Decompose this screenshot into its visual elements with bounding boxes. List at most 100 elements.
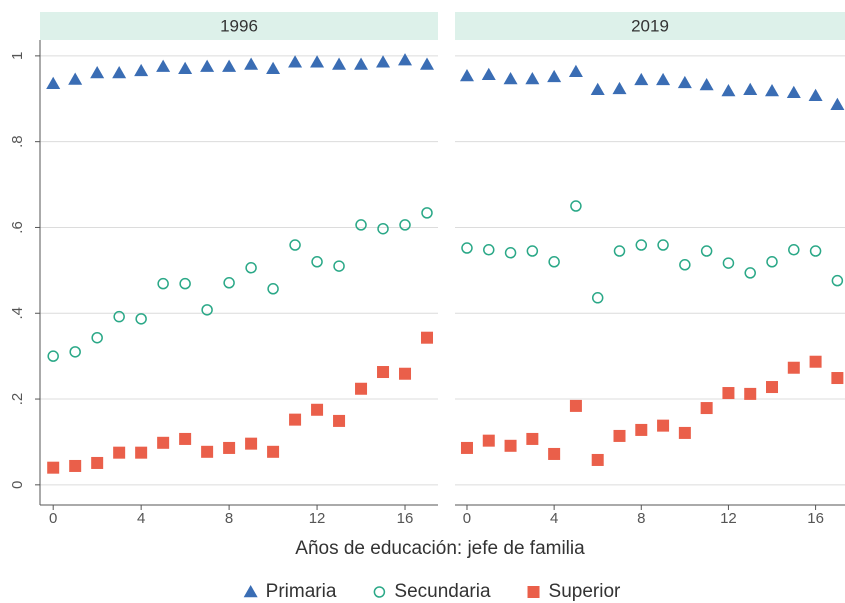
point (612, 81, 627, 95)
x-tick-label: 16 (397, 510, 414, 527)
point (656, 72, 671, 86)
point (765, 84, 780, 97)
point (744, 387, 757, 400)
legend-symbol (527, 586, 540, 598)
y-tick-label: .8 (9, 135, 26, 148)
point (635, 239, 648, 251)
point (201, 304, 213, 316)
point (47, 461, 60, 474)
point (113, 446, 126, 459)
point (355, 382, 368, 395)
point (289, 413, 302, 426)
strip (455, 12, 845, 40)
point (613, 429, 626, 442)
point (135, 446, 148, 459)
point (591, 292, 604, 304)
x-axis-label: Años de educación: jefe de familia (295, 538, 585, 559)
point (311, 256, 323, 268)
y-tick-label: .4 (9, 307, 26, 320)
point (113, 310, 125, 323)
point (223, 277, 235, 289)
point (613, 245, 626, 257)
point (245, 437, 258, 450)
point (355, 219, 367, 231)
y-tick-label: .6 (9, 221, 26, 234)
point (461, 242, 473, 254)
point (421, 331, 434, 344)
y-tick-label: 0 (9, 481, 26, 489)
point (399, 367, 412, 380)
point (766, 256, 778, 268)
point (310, 55, 325, 68)
x-tick-label: 8 (637, 510, 645, 527)
point (483, 244, 495, 256)
legend-symbol (373, 586, 386, 598)
point (830, 97, 845, 111)
point (570, 200, 582, 212)
point (786, 85, 801, 99)
point (223, 441, 236, 454)
point (134, 63, 149, 77)
point (657, 239, 669, 251)
point (69, 346, 81, 358)
x-tick-label: 12 (720, 510, 737, 527)
legend-label: Secundaria (394, 581, 491, 602)
point (569, 399, 582, 412)
point (90, 66, 105, 79)
point (47, 350, 59, 362)
point (460, 441, 473, 454)
legend-label: Primaria (266, 581, 337, 602)
point (332, 57, 347, 70)
point (377, 366, 390, 379)
point (222, 59, 237, 72)
point (808, 88, 823, 102)
point (421, 207, 433, 219)
point (157, 277, 169, 290)
point (179, 277, 191, 290)
point (809, 245, 822, 257)
point (482, 434, 495, 447)
strip (40, 12, 438, 40)
x-tick-label: 16 (807, 510, 824, 527)
point (398, 53, 413, 66)
point (354, 57, 369, 70)
point (69, 459, 82, 472)
point (526, 245, 539, 257)
point (289, 239, 301, 251)
point (590, 82, 605, 96)
y-tick-label: .2 (9, 393, 26, 406)
panel-title: 2019 (631, 16, 669, 35)
point (831, 372, 844, 385)
point (267, 445, 280, 458)
point (700, 245, 713, 257)
point (548, 256, 560, 268)
point (504, 439, 517, 452)
point (568, 64, 583, 77)
point (311, 403, 324, 416)
point (678, 426, 691, 439)
point (721, 84, 736, 97)
point (787, 361, 800, 374)
point (200, 59, 215, 72)
point (333, 260, 345, 272)
point (679, 259, 691, 271)
x-tick-label: 4 (137, 510, 145, 527)
point (244, 57, 259, 70)
point (178, 61, 193, 74)
point (135, 313, 147, 325)
point (744, 267, 756, 279)
point (526, 432, 539, 445)
point (831, 274, 844, 287)
point (809, 355, 822, 368)
point (91, 456, 104, 469)
point (179, 432, 192, 445)
point (635, 423, 648, 436)
point (481, 67, 496, 80)
x-tick-label: 12 (309, 510, 326, 527)
point (677, 75, 692, 89)
point (112, 66, 127, 79)
point (91, 331, 103, 344)
point (377, 222, 389, 235)
legend-label: Superior (549, 581, 621, 602)
